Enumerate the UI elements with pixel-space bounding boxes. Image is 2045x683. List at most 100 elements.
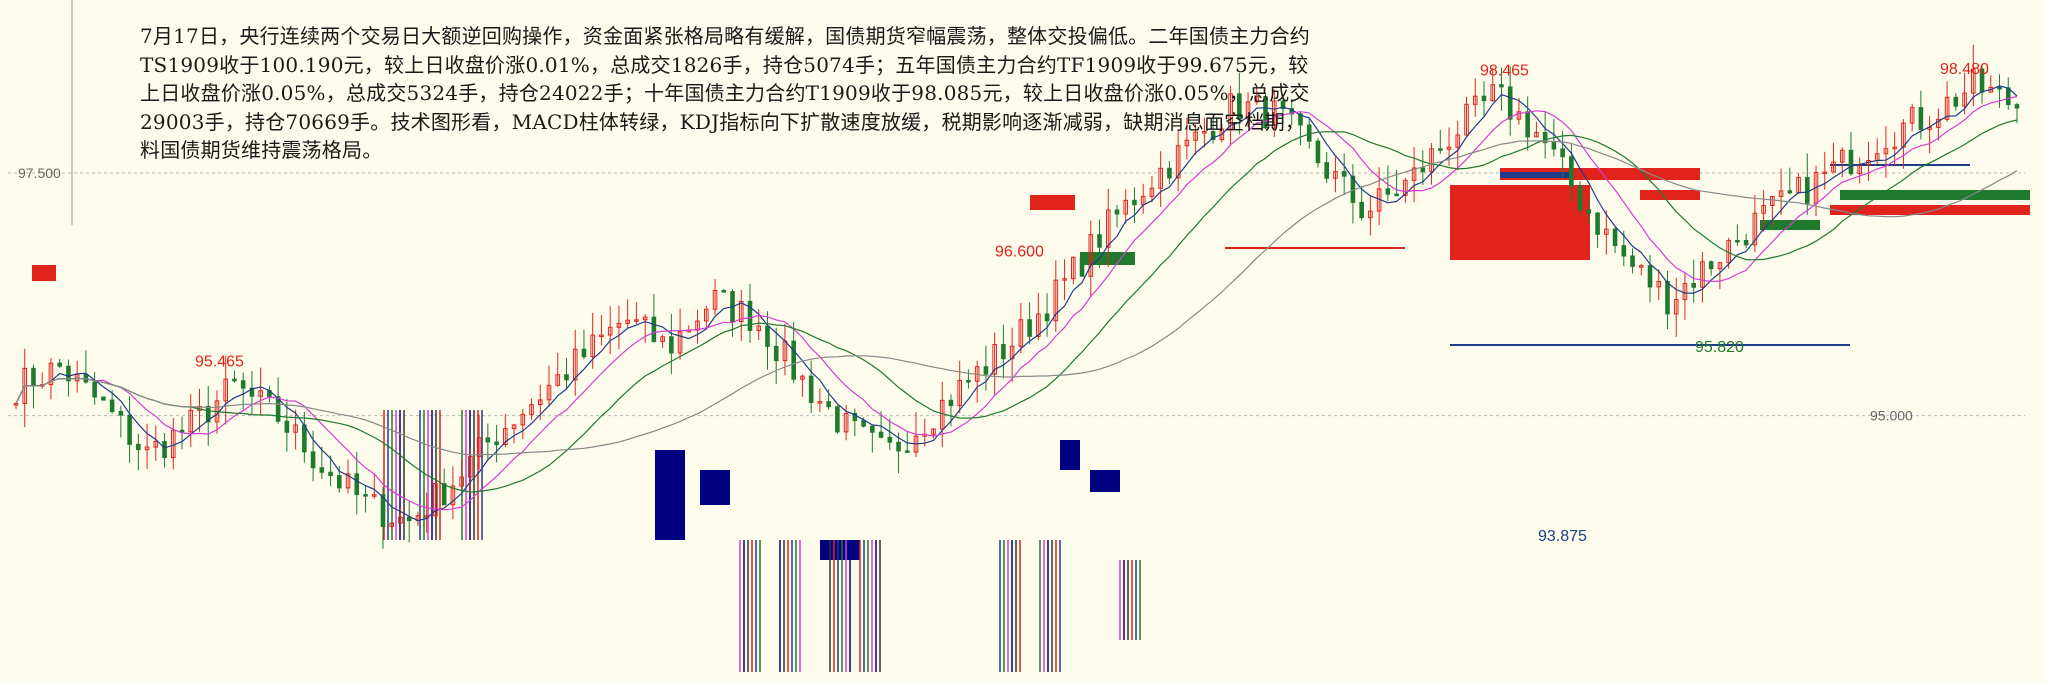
candle-body — [1622, 246, 1626, 256]
candle-body — [1666, 281, 1670, 313]
candle-body — [1316, 141, 1320, 162]
price-annotation: 98.480 — [1940, 61, 1989, 78]
glitch-block — [1080, 252, 1135, 265]
glitch-block — [1060, 440, 1080, 470]
candle-body — [1028, 320, 1032, 337]
candle-body — [1744, 241, 1748, 245]
glitch-block — [1500, 172, 1570, 178]
candle-body — [1552, 143, 1556, 149]
candle-body — [862, 421, 866, 427]
candle-body — [93, 382, 97, 397]
candle-body — [1587, 210, 1591, 213]
candle-body — [809, 376, 813, 402]
candle-body — [1954, 97, 1958, 106]
glitch-block — [1830, 205, 2030, 215]
news-text: 7月17日，央行连续两个交易日大额逆回购操作，资金面紧张格局略有缓解，国债期货窄… — [140, 24, 1310, 162]
candle-body — [967, 380, 971, 382]
news-commentary: 7月17日，央行连续两个交易日大额逆回购操作，资金面紧张格局略有缓解，国债期货窄… — [140, 22, 1310, 165]
candle-body — [1578, 186, 1582, 210]
price-annotation: 96.600 — [995, 243, 1044, 260]
candle-body — [180, 430, 184, 432]
candle-body — [836, 407, 840, 432]
candle-body — [1998, 87, 2002, 89]
y-tick-label: 95.000 — [1870, 408, 1913, 424]
candle-body — [949, 400, 953, 405]
candle-body — [320, 468, 324, 473]
glitch-block — [1030, 195, 1075, 210]
price-annotation: 95.820 — [1695, 339, 1744, 356]
candle-body — [338, 476, 342, 488]
candle-body — [1526, 112, 1530, 137]
glitch-block — [32, 265, 56, 281]
candle-body — [241, 381, 245, 388]
candle-body — [1788, 191, 1792, 193]
candle-body — [1613, 229, 1617, 245]
candle-body — [119, 411, 123, 415]
candle-body — [329, 472, 333, 475]
candle-body — [652, 317, 656, 341]
candle-body — [1168, 168, 1172, 178]
candle-body — [1692, 284, 1696, 288]
candle-body — [303, 425, 307, 452]
candle-body — [102, 397, 106, 400]
candle-body — [1736, 241, 1740, 243]
candle-body — [1648, 266, 1652, 287]
candle-body — [137, 444, 141, 449]
candle-body — [1386, 189, 1390, 194]
candle-body — [1631, 256, 1635, 266]
candle-body — [1709, 262, 1713, 269]
price-annotation: 98.465 — [1480, 62, 1529, 79]
candle-body — [774, 346, 778, 360]
candle-body — [32, 368, 36, 386]
candle-body — [879, 432, 883, 437]
candle-body — [2006, 88, 2010, 105]
candle-body — [364, 495, 368, 497]
candle-body — [565, 375, 569, 380]
glitch-block — [820, 540, 860, 560]
price-annotation: 95.465 — [195, 354, 244, 371]
candle-body — [381, 495, 385, 527]
candle-body — [1508, 87, 1512, 119]
candle-body — [1596, 213, 1600, 234]
candle-body — [128, 415, 132, 444]
candle-body — [827, 402, 831, 407]
candle-body — [1045, 314, 1049, 321]
candle-body — [1325, 163, 1329, 179]
candle-body — [1360, 202, 1364, 217]
glitch-block — [1840, 190, 2030, 200]
glitch-block — [700, 470, 730, 505]
candle-body — [311, 452, 315, 468]
candle-body — [582, 349, 586, 356]
candle-body — [897, 442, 901, 451]
candle-body — [1805, 177, 1809, 203]
candle-body — [110, 400, 114, 411]
y-tick-label: 97.500 — [18, 165, 61, 181]
candle-body — [486, 438, 490, 442]
candle-body — [792, 341, 796, 379]
candle-body — [871, 426, 875, 432]
candle-body — [163, 442, 167, 458]
candle-body — [670, 337, 674, 353]
candle-body — [355, 474, 359, 495]
candle-body — [233, 379, 237, 381]
candle-body — [1849, 150, 1853, 173]
price-annotation: 93.875 — [1538, 528, 1587, 545]
candle-body — [58, 363, 62, 366]
candle-body — [285, 421, 289, 432]
glitch-block — [655, 450, 685, 540]
candle-body — [1438, 149, 1442, 151]
candle-body — [1421, 168, 1425, 172]
glitch-block — [1640, 190, 1700, 200]
candle-body — [984, 367, 988, 374]
candle-body — [748, 301, 752, 330]
candle-body — [888, 437, 892, 442]
candle-body — [442, 484, 446, 505]
glitch-block — [1450, 185, 1590, 260]
candle-body — [1002, 345, 1006, 359]
moving-average-line — [16, 141, 2017, 455]
candle-body — [1570, 157, 1574, 186]
candle-body — [1561, 149, 1565, 157]
candle-body — [1482, 96, 1486, 100]
moving-average-line — [16, 120, 2017, 492]
